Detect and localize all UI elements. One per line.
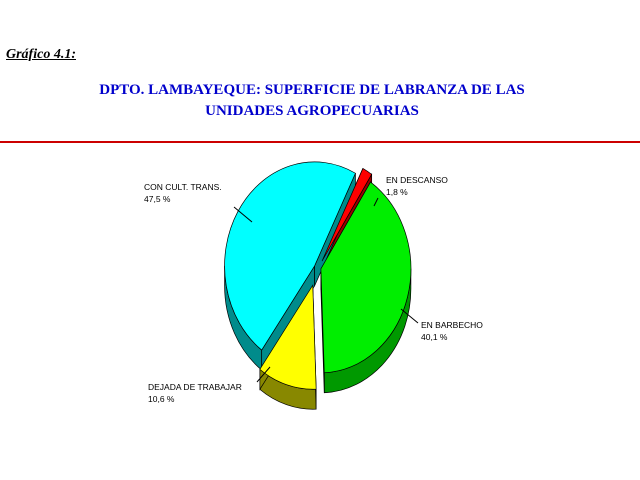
slice-dejada-de-trabajar-label: DEJADA DE TRABAJAR: [148, 382, 242, 392]
slice-dejada-de-trabajar: [259, 284, 317, 390]
chart-title-line-2: UNIDADES AGROPECUARIAS: [205, 103, 419, 119]
slice-con-cult-trans: [224, 161, 356, 351]
chart-title: DPTO. LAMBAYEQUE: SUPERFICIE DE LABRANZA…: [0, 80, 624, 122]
slice-en-barbecho-leader-line: [400, 308, 419, 324]
slice-con-cult-trans-leader-line: [233, 206, 253, 223]
slice-en-barbecho-label: EN BARBECHO: [421, 320, 483, 330]
slice-con-cult-trans-label: CON CULT. TRANS.: [144, 182, 222, 192]
slice-en-descanso-value-label: 1,8 %: [386, 187, 408, 197]
slice-con-cult-trans-value-label: 47,5 %: [144, 194, 171, 204]
figure-label: Gráfico 4.1:: [6, 47, 76, 62]
slice-en-descanso: [321, 167, 373, 262]
slice-dejada-de-trabajar-leader-line: [256, 366, 271, 383]
pie-tops: [224, 161, 412, 390]
chart-title-line-1: DPTO. LAMBAYEQUE: SUPERFICIE DE LABRANZA…: [99, 82, 525, 98]
slice-en-barbecho: [320, 181, 412, 374]
header-divider: [0, 141, 640, 143]
slice-dejada-de-trabajar-value-label: 10,6 %: [148, 394, 175, 404]
slice-en-descanso-leader-line: [373, 197, 379, 207]
slice-en-barbecho-value-label: 40,1 %: [421, 332, 448, 342]
slice-en-descanso-label: EN DESCANSO: [386, 175, 448, 185]
